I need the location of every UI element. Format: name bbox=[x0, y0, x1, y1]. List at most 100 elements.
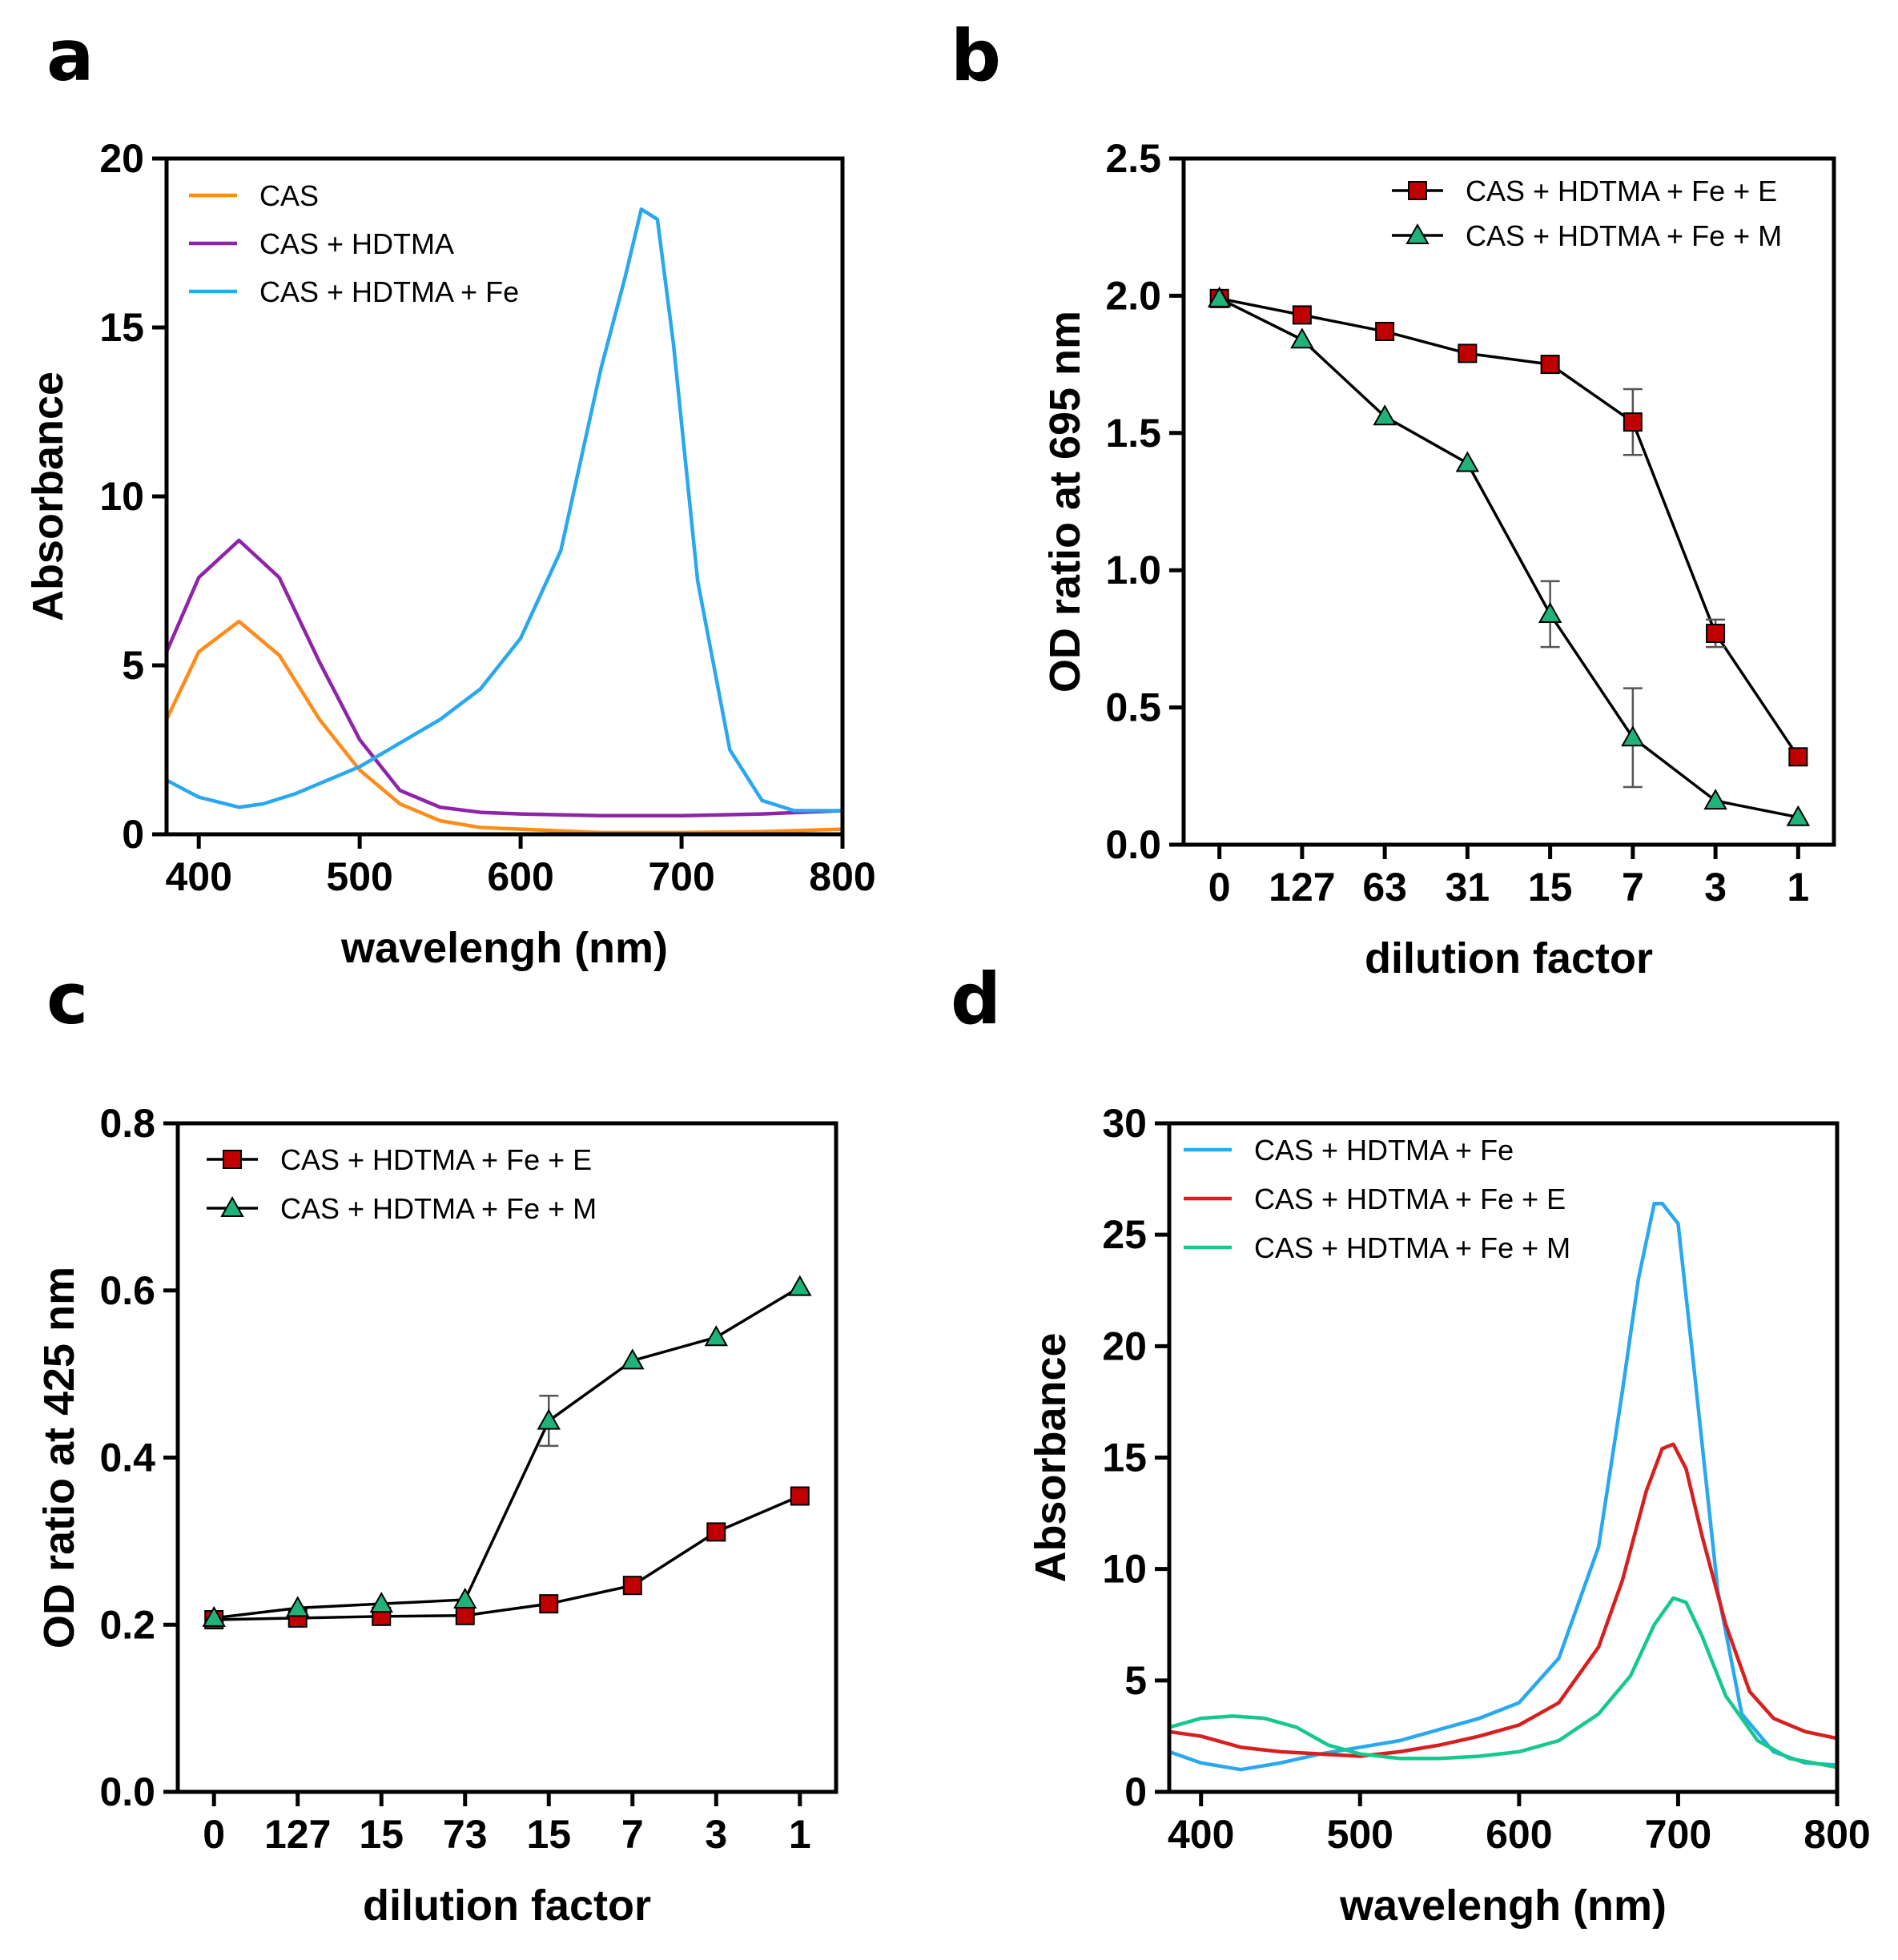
plot-frame bbox=[175, 1121, 838, 1794]
y-axis-label: Absorbance bbox=[1027, 1332, 1075, 1582]
y-tick-label: 5 bbox=[122, 643, 144, 688]
panel-label-a: a bbox=[46, 14, 94, 97]
y-tick-label: 0.8 bbox=[99, 1101, 155, 1146]
y-tick-label: 1.5 bbox=[1105, 411, 1161, 456]
x-tick-label: 31 bbox=[1446, 865, 1490, 910]
data-point-triangle bbox=[1621, 725, 1645, 747]
legend-label: CAS + HDTMA bbox=[259, 227, 454, 260]
data-point-square bbox=[455, 1605, 475, 1625]
data-point-triangle bbox=[1538, 602, 1562, 624]
legend-label: CAS bbox=[259, 179, 319, 212]
x-axis-label: wavelengh (nm) bbox=[1339, 1882, 1667, 1930]
legend-label: CAS + HDTMA + Fe + E bbox=[1254, 1183, 1566, 1215]
legend-marker-triangle bbox=[1405, 223, 1430, 244]
y-tick-label: 0.2 bbox=[99, 1602, 155, 1647]
data-point-triangle bbox=[537, 1408, 561, 1430]
y-tick-label: 2.5 bbox=[1105, 136, 1161, 181]
x-axis-label: wavelengh (nm) bbox=[340, 924, 668, 972]
x-tick-label: 127 bbox=[264, 1812, 331, 1857]
data-point-triangle bbox=[369, 1592, 393, 1613]
plot-frame bbox=[1181, 156, 1836, 847]
data-point-square bbox=[539, 1594, 559, 1614]
y-tick-label: 30 bbox=[1102, 1101, 1147, 1146]
y-axis-label: OD ratio at 695 nm bbox=[1041, 311, 1089, 693]
data-point-square bbox=[1788, 747, 1808, 767]
y-tick-label: 2.0 bbox=[1105, 273, 1161, 318]
legend-marker-square bbox=[223, 1150, 242, 1169]
x-tick-label: 700 bbox=[648, 854, 714, 899]
data-point-square bbox=[1458, 343, 1478, 363]
legend-label: CAS + HDTMA + Fe bbox=[259, 275, 519, 308]
x-tick-label: 15 bbox=[359, 1812, 404, 1857]
series-line-2 bbox=[1169, 1442, 1837, 1758]
data-point-triangle bbox=[1207, 286, 1232, 307]
x-tick-label: 73 bbox=[443, 1812, 488, 1857]
legend-marker-triangle bbox=[220, 1195, 244, 1217]
data-point-triangle bbox=[202, 1605, 226, 1627]
x-tick-label: 0 bbox=[1208, 865, 1231, 910]
x-tick-label: 7 bbox=[621, 1812, 644, 1857]
y-tick-label: 5 bbox=[1124, 1658, 1147, 1703]
y-tick-label: 0 bbox=[1124, 1769, 1147, 1814]
data-point-triangle bbox=[788, 1275, 812, 1296]
chart-panel-b: 0.00.51.01.52.02.50 127 63 31 15 7 3 1dilution … bbox=[1041, 136, 1836, 982]
data-point-square bbox=[1540, 355, 1560, 375]
y-tick-label: 10 bbox=[1102, 1547, 1147, 1592]
x-tick-label: 15 bbox=[1528, 865, 1573, 910]
series-line-2 bbox=[1218, 297, 1799, 819]
data-point-triangle bbox=[1786, 805, 1811, 826]
chart-panel-d: 0 5 10 15 20 25 30 400 500 600 700 800 wavelengh (nm… bbox=[1027, 1101, 1871, 1930]
series-line-2 bbox=[214, 1286, 801, 1620]
x-tick-label: 600 bbox=[1486, 1812, 1552, 1857]
series-line-2 bbox=[167, 538, 842, 818]
data-point-square bbox=[790, 1486, 810, 1506]
x-tick-label: 400 bbox=[165, 854, 231, 899]
y-tick-label: 0.0 bbox=[1105, 822, 1161, 867]
legend-label: CAS + HDTMA + Fe bbox=[1254, 1134, 1514, 1167]
data-point-square bbox=[1375, 321, 1395, 341]
legend-marker-square bbox=[1408, 181, 1427, 200]
y-tick-label: 0.5 bbox=[1105, 685, 1161, 730]
series-line-1 bbox=[1219, 297, 1799, 758]
y-tick-label: 0.6 bbox=[99, 1268, 155, 1313]
data-point-triangle bbox=[1373, 404, 1397, 426]
x-tick-label: 800 bbox=[809, 854, 875, 899]
y-tick-label: 0.4 bbox=[99, 1436, 155, 1480]
y-tick-label: 25 bbox=[1102, 1212, 1147, 1257]
legend-label: CAS + HDTMA + Fe + E bbox=[280, 1143, 592, 1176]
panel-label-d: d bbox=[951, 958, 1001, 1040]
x-tick-label: 15 bbox=[526, 1812, 571, 1857]
data-point-square bbox=[622, 1576, 642, 1596]
x-tick-label: 600 bbox=[487, 854, 553, 899]
x-tick-label: 800 bbox=[1804, 1812, 1870, 1857]
series-line-3 bbox=[167, 207, 842, 813]
x-tick-label: 0 bbox=[203, 1812, 225, 1857]
x-tick-label: 1 bbox=[1787, 865, 1809, 910]
x-tick-label: 3 bbox=[705, 1812, 727, 1857]
data-point-triangle bbox=[1290, 327, 1314, 349]
x-tick-label: 3 bbox=[1704, 865, 1727, 910]
y-axis-label: OD ratio at 425 nm bbox=[35, 1267, 83, 1649]
legend-label: CAS + HDTMA + Fe + M bbox=[1466, 219, 1782, 252]
x-tick-label: 500 bbox=[1327, 1812, 1393, 1857]
y-tick-label: 1.0 bbox=[1105, 548, 1161, 592]
series-line-1 bbox=[214, 1494, 801, 1621]
legend-label: CAS + HDTMA + Fe + M bbox=[280, 1192, 597, 1225]
legend-label: CAS + HDTMA + Fe + M bbox=[1254, 1231, 1570, 1264]
data-point-square bbox=[706, 1522, 726, 1542]
x-tick-label: 700 bbox=[1645, 1812, 1711, 1857]
x-axis-label: dilution factor bbox=[363, 1882, 651, 1930]
data-point-square bbox=[1706, 624, 1726, 644]
plot-frame bbox=[164, 156, 845, 837]
data-point-square bbox=[1623, 412, 1643, 432]
data-point-triangle bbox=[621, 1348, 645, 1370]
x-tick-label: 400 bbox=[1168, 1812, 1234, 1857]
y-axis-label: Absorbance bbox=[24, 372, 72, 621]
x-tick-label: 500 bbox=[326, 854, 392, 899]
data-point-triangle bbox=[704, 1325, 728, 1347]
y-tick-label: 0 bbox=[122, 812, 144, 857]
data-point-triangle bbox=[1455, 451, 1480, 472]
